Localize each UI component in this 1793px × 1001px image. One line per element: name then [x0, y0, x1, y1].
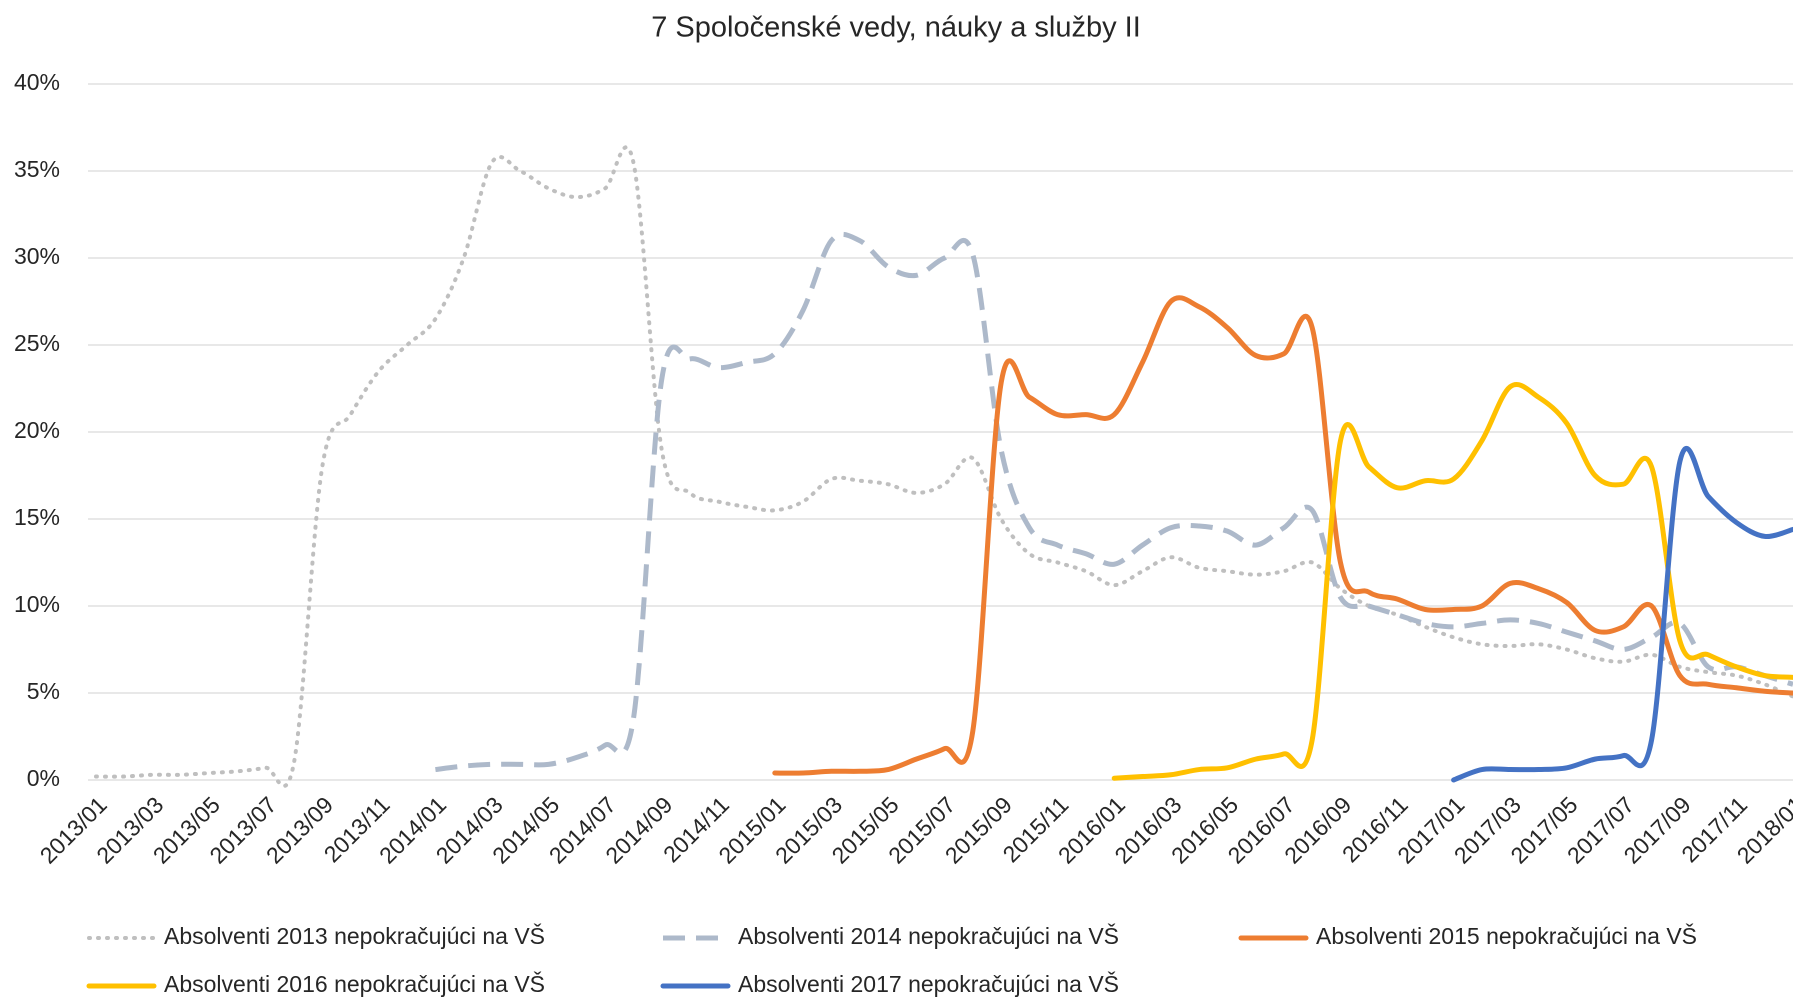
- series-line: [94, 145, 1793, 788]
- series-line: [772, 295, 1793, 776]
- legend-label: Absolventi 2017 nepokračujúci na VŠ: [738, 970, 1119, 997]
- legend-label: Absolventi 2016 nepokračujúci na VŠ: [164, 970, 545, 997]
- y-tick-label: 35%: [14, 156, 60, 182]
- y-tick-label: 15%: [14, 504, 60, 530]
- y-tick-label: 5%: [27, 678, 60, 704]
- y-tick-label: 10%: [14, 591, 60, 617]
- y-tick-label: 25%: [14, 330, 60, 356]
- series-line: [1451, 445, 1793, 783]
- y-tick-label: 40%: [14, 69, 60, 95]
- series-line: [1111, 381, 1793, 781]
- legend-label: Absolventi 2013 nepokračujúci na VŠ: [164, 922, 545, 949]
- chart-title: 7 Spoločenské vedy, náuky a služby II: [651, 12, 1141, 44]
- legend-label: Absolventi 2014 nepokračujúci na VŠ: [738, 922, 1119, 949]
- legend-label: Absolventi 2015 nepokračujúci na VŠ: [1316, 922, 1697, 949]
- y-tick-label: 20%: [14, 417, 60, 443]
- y-tick-label: 30%: [14, 243, 60, 269]
- y-tick-label: 0%: [27, 765, 60, 791]
- series-line: [435, 231, 1793, 773]
